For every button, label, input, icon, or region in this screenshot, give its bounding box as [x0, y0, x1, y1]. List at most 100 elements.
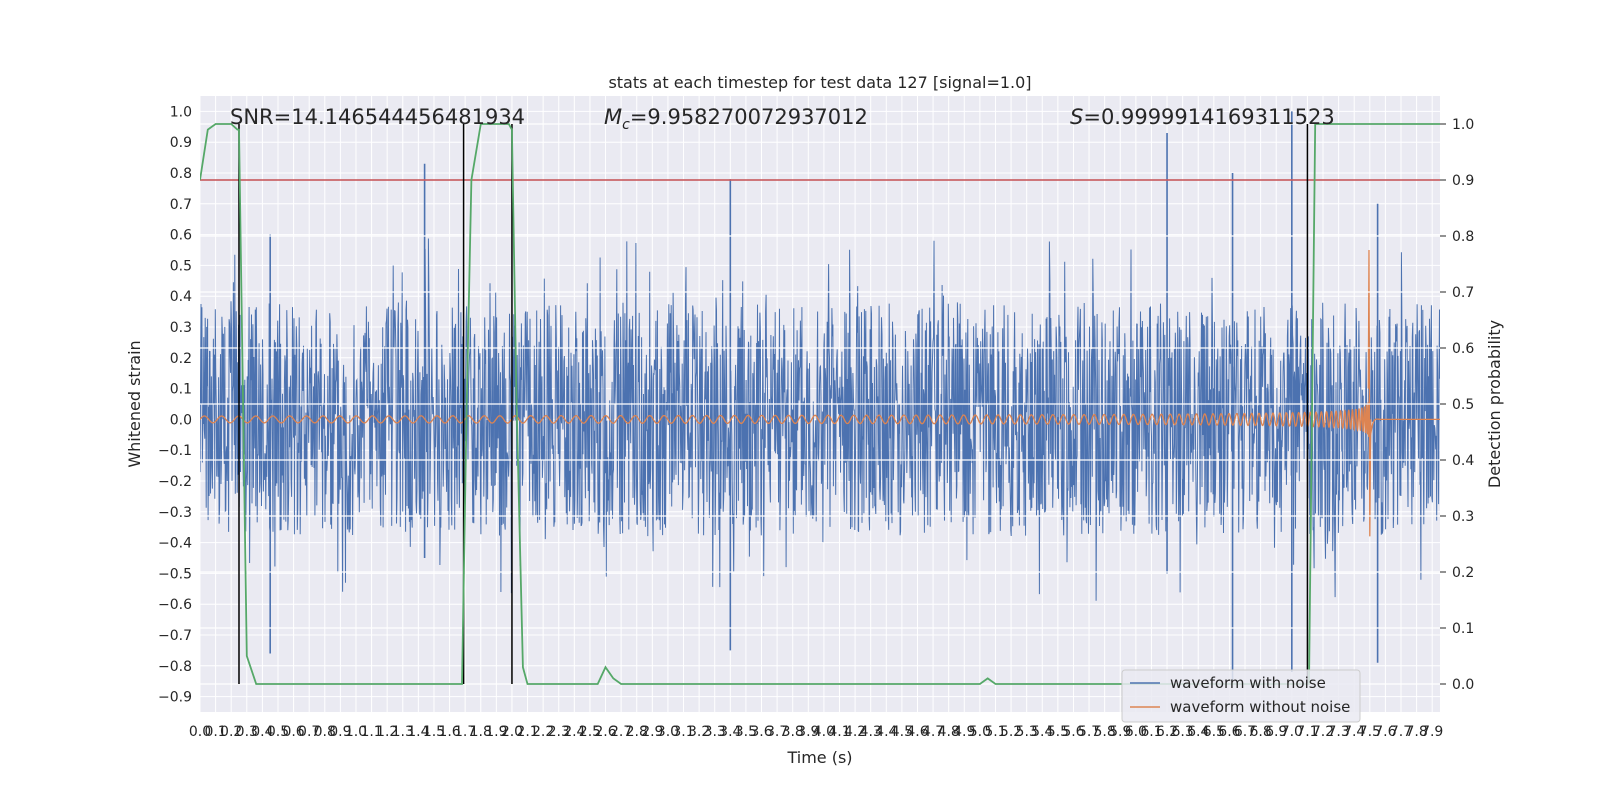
x-tick-label: 5.8: [1094, 724, 1116, 740]
x-tick-label: 2.3: [548, 724, 570, 740]
y2-tick-label: 0.1: [1452, 621, 1474, 637]
y2-axis-label: Detection probability: [1485, 320, 1504, 488]
y2-tick-label: 0.0: [1452, 677, 1474, 693]
x-tick-label: 1.3: [392, 724, 414, 740]
chirp-mass-annotation: Mc=9.958270072937012: [604, 105, 868, 133]
x-tick-label: 4.3: [860, 724, 882, 740]
x-tick-label: 7.9: [1421, 724, 1443, 740]
x-tick-label: 6.3: [1172, 724, 1194, 740]
x-tick-label: 2.6: [594, 724, 616, 740]
x-tick-label: 0.4: [251, 724, 273, 740]
legend: waveform with noise waveform without noi…: [1121, 669, 1361, 723]
chirp-mass-value: =9.958270072937012: [630, 105, 868, 129]
x-tick-label: 7.3: [1327, 724, 1349, 740]
x-tick-label: 6.4: [1187, 724, 1209, 740]
x-tick-label: 1.7: [454, 724, 476, 740]
x-tick-label: 7.8: [1405, 724, 1427, 740]
x-tick-label: 0.1: [204, 724, 226, 740]
y-tick-label: −0.9: [158, 690, 192, 706]
y-tick-label: 0.9: [170, 135, 192, 151]
y-tick-label: 0.0: [170, 412, 192, 428]
x-tick-label: 5.4: [1031, 724, 1053, 740]
x-tick-label: 3.7: [766, 724, 788, 740]
x-tick-label: 7.2: [1312, 724, 1334, 740]
x-tick-label: 6.7: [1234, 724, 1256, 740]
y2-tick-label: 0.4: [1452, 453, 1474, 469]
x-tick-label: 4.4: [875, 724, 897, 740]
score-symbol: S: [1070, 105, 1083, 129]
x-tick-label: 2.8: [626, 724, 648, 740]
x-tick-label: 3.5: [735, 724, 757, 740]
x-tick-label: 0.0: [189, 724, 211, 740]
x-tick-label: 6.2: [1156, 724, 1178, 740]
x-tick-label: 0.3: [236, 724, 258, 740]
x-tick-label: 3.4: [719, 724, 741, 740]
y2-axis-ticks: 0.0 0.1 0.2 0.3 0.4 0.5 0.6 0.7 0.8 0.9 1.0: [1440, 117, 1474, 693]
legend-label-noisy: waveform with noise: [1170, 674, 1326, 692]
y2-tick-label: 0.9: [1452, 173, 1474, 189]
x-tick-label: 3.2: [688, 724, 710, 740]
x-tick-label: 4.2: [844, 724, 866, 740]
x-tick-label: 2.1: [516, 724, 538, 740]
x-tick-label: 2.7: [610, 724, 632, 740]
y2-tick-label: 1.0: [1452, 117, 1474, 133]
x-tick-label: 7.1: [1296, 724, 1318, 740]
x-tick-label: 4.8: [938, 724, 960, 740]
chirp-mass-symbol: M: [604, 105, 622, 129]
y-tick-label: 0.5: [170, 258, 192, 274]
y-tick-label: 0.4: [170, 289, 192, 305]
x-tick-label: 6.1: [1140, 724, 1162, 740]
x-tick-label: 7.6: [1374, 724, 1396, 740]
x-tick-label: 6.6: [1218, 724, 1240, 740]
x-tick-label: 5.9: [1109, 724, 1131, 740]
x-tick-label: 1.4: [407, 724, 429, 740]
y2-tick-label: 0.5: [1452, 397, 1474, 413]
legend-label-clean: waveform without noise: [1170, 698, 1350, 716]
y2-tick-label: 0.8: [1452, 229, 1474, 245]
chirp-mass-subscript: c: [622, 117, 630, 133]
y-tick-label: −0.3: [158, 505, 192, 521]
x-tick-label: 0.2: [220, 724, 242, 740]
y-tick-label: −0.8: [158, 659, 192, 675]
x-tick-label: 3.6: [750, 724, 772, 740]
x-tick-label: 1.8: [470, 724, 492, 740]
x-tick-label: 1.2: [376, 724, 398, 740]
y-tick-label: −0.7: [158, 628, 192, 644]
y-tick-label: 0.1: [170, 382, 192, 398]
x-tick-label: 3.9: [797, 724, 819, 740]
x-tick-label: 6.9: [1265, 724, 1287, 740]
chart-title: stats at each timestep for test data 127…: [608, 73, 1031, 92]
x-tick-label: 4.6: [906, 724, 928, 740]
y-tick-label: −0.2: [158, 474, 192, 490]
x-tick-label: 4.7: [922, 724, 944, 740]
x-tick-label: 3.8: [782, 724, 804, 740]
x-tick-label: 1.6: [438, 724, 460, 740]
score-annotation: S=0.9999914169311523: [1070, 105, 1335, 129]
y2-tick-label: 0.3: [1452, 509, 1474, 525]
legend-box: [1121, 669, 1361, 723]
score-value: =0.9999914169311523: [1083, 105, 1334, 129]
x-tick-label: 2.4: [563, 724, 585, 740]
y-tick-label: −0.4: [158, 536, 192, 552]
x-tick-label: 3.3: [704, 724, 726, 740]
y-tick-label: −0.1: [158, 443, 192, 459]
x-tick-label: 5.0: [969, 724, 991, 740]
y-tick-label: 0.3: [170, 320, 192, 336]
x-tick-label: 5.5: [1047, 724, 1069, 740]
x-tick-label: 5.2: [1000, 724, 1022, 740]
x-tick-label: 5.7: [1078, 724, 1100, 740]
x-tick-label: 1.5: [423, 724, 445, 740]
x-tick-label: 2.5: [579, 724, 601, 740]
x-tick-label: 0.6: [282, 724, 304, 740]
x-axis-ticks: 0.00.10.20.30.40.50.60.70.80.91.01.11.21…: [189, 724, 1443, 740]
x-tick-label: 7.5: [1359, 724, 1381, 740]
x-tick-label: 6.0: [1125, 724, 1147, 740]
y-tick-label: 0.2: [170, 351, 192, 367]
x-tick-label: 6.5: [1203, 724, 1225, 740]
x-tick-label: 0.9: [329, 724, 351, 740]
y-tick-label: 1.0: [170, 104, 192, 120]
y2-tick-label: 0.2: [1452, 565, 1474, 581]
x-tick-label: 7.4: [1343, 724, 1365, 740]
x-tick-label: 3.0: [657, 724, 679, 740]
